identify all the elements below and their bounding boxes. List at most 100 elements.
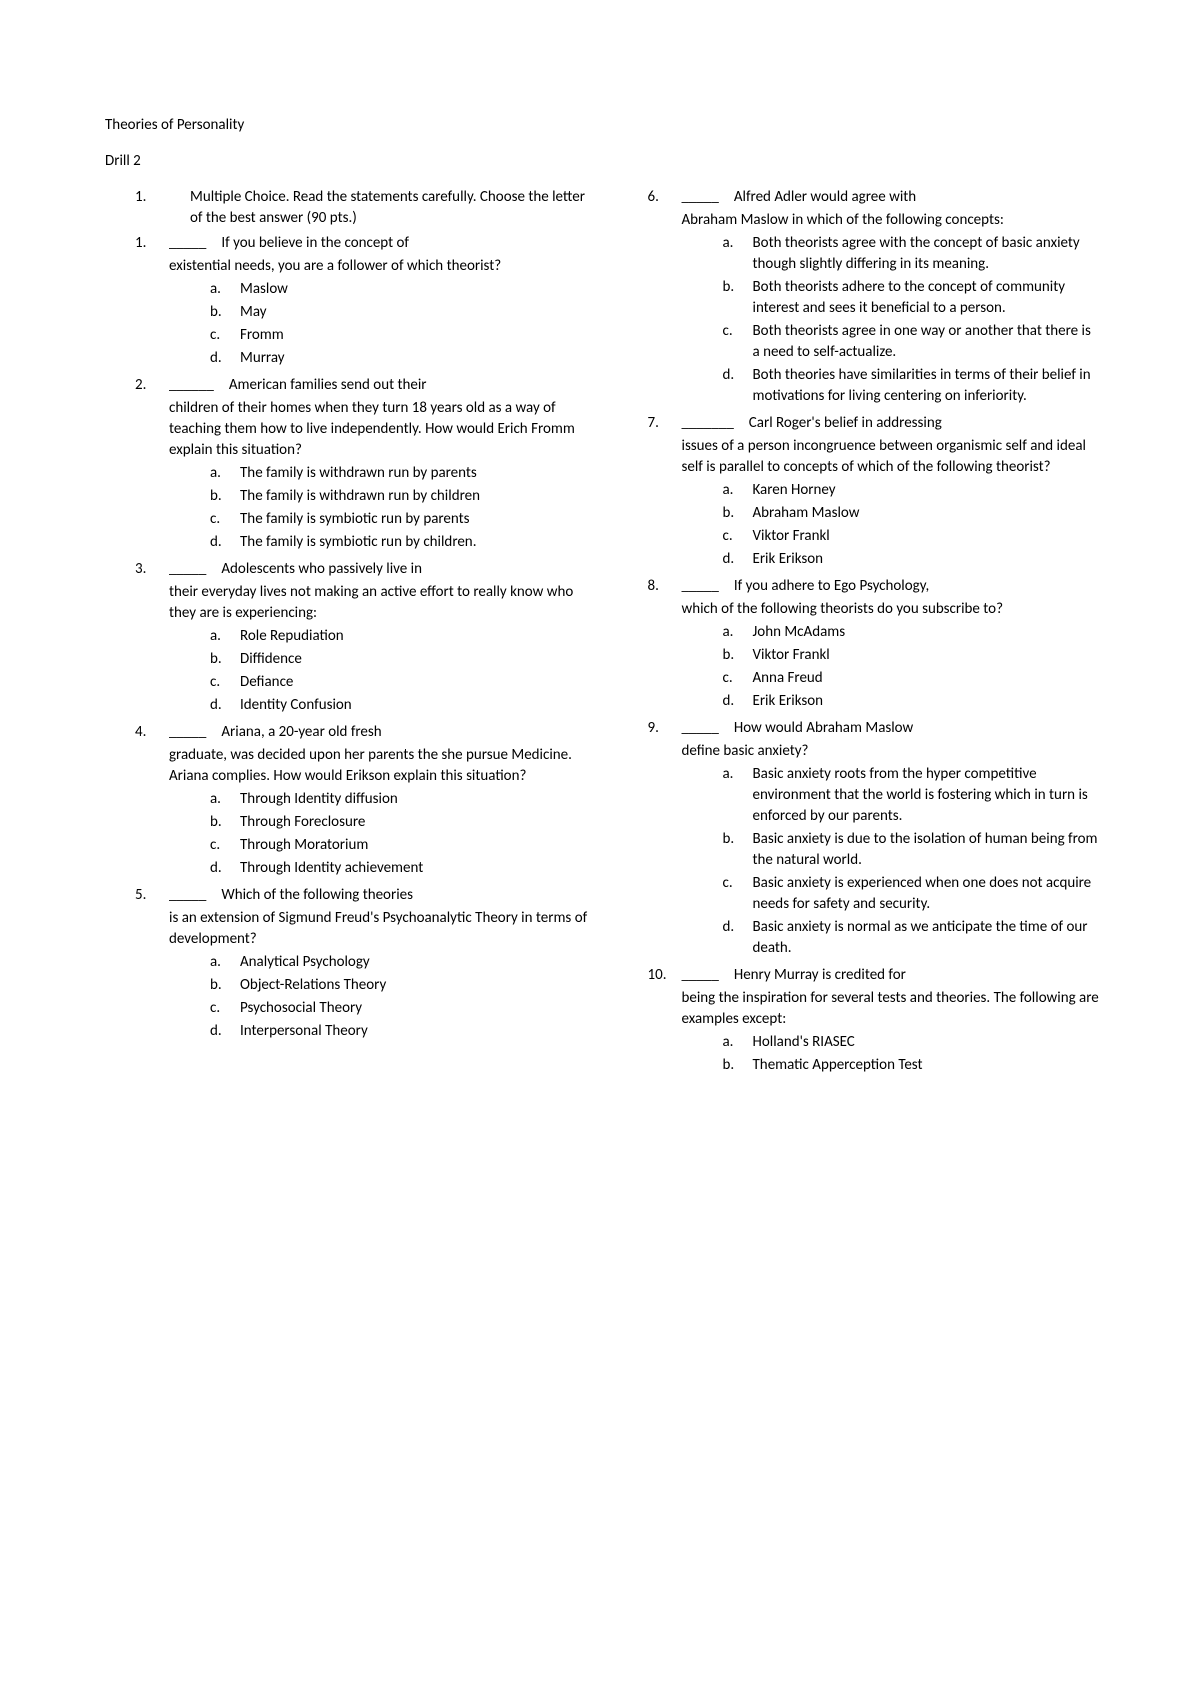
right-questions: 6._____Alfred Adler would agree withAbra…	[618, 187, 1101, 1076]
question-continuation: is an extension of Sigmund Freud's Psych…	[105, 908, 588, 950]
option-letter: b.	[210, 302, 240, 323]
option-text: Both theorists adhere to the concept of …	[753, 277, 1101, 319]
option-text: Holland's RIASEC	[753, 1032, 1101, 1053]
option-row: b.May	[210, 302, 588, 323]
question-number: 6.	[648, 187, 682, 208]
option-row: a.The family is withdrawn run by parents	[210, 463, 588, 484]
option-text: The family is symbiotic run by children.	[240, 532, 588, 553]
question-row: 2.______American families send out their	[105, 375, 588, 396]
option-letter: a.	[210, 279, 240, 300]
option-row: c.Psychosocial Theory	[210, 998, 588, 1019]
option-text: Maslow	[240, 279, 588, 300]
option-row: a.Holland's RIASEC	[723, 1032, 1101, 1053]
option-letter: b.	[723, 503, 753, 524]
question-stem: American families send out their	[229, 375, 588, 396]
option-letter: a.	[210, 463, 240, 484]
options-list: a.Both theorists agree with the concept …	[618, 233, 1101, 407]
answer-blank: _____	[682, 576, 719, 597]
options-list: a.Through Identity diffusionb.Through Fo…	[105, 789, 588, 879]
option-text: Basic anxiety is due to the isolation of…	[753, 829, 1101, 871]
option-letter: a.	[210, 626, 240, 647]
option-text: Interpersonal Theory	[240, 1021, 588, 1042]
option-letter: a.	[723, 764, 753, 827]
question-stem: Which of the following theories	[221, 885, 587, 906]
question-row: 9._____How would Abraham Maslow	[618, 718, 1101, 739]
option-letter: b.	[210, 486, 240, 507]
option-letter: b.	[723, 829, 753, 871]
answer-blank: _____	[169, 885, 206, 906]
option-letter: c.	[210, 835, 240, 856]
option-row: c.The family is symbiotic run by parents	[210, 509, 588, 530]
options-list: a.John McAdamsb.Viktor Franklc.Anna Freu…	[618, 622, 1101, 712]
option-letter: b.	[723, 277, 753, 319]
instruction-row: 1. Multiple Choice. Read the statements …	[105, 187, 588, 229]
option-letter: a.	[210, 789, 240, 810]
option-letter: c.	[210, 998, 240, 1019]
question-row: 1._____If you believe in the concept of	[105, 233, 588, 254]
option-row: d.Identity Confusion	[210, 695, 588, 716]
option-letter: c.	[723, 873, 753, 915]
question-continuation: being the inspiration for several tests …	[618, 988, 1101, 1030]
question-continuation: existential needs, you are a follower of…	[105, 256, 588, 277]
option-text: Through Identity achievement	[240, 858, 588, 879]
option-text: Murray	[240, 348, 588, 369]
question-row: 6._____Alfred Adler would agree with	[618, 187, 1101, 208]
option-text: Both theorists agree in one way or anoth…	[753, 321, 1101, 363]
question-row: 4._____Ariana, a 20-year old fresh	[105, 722, 588, 743]
option-letter: b.	[210, 812, 240, 833]
option-letter: a.	[723, 1032, 753, 1053]
question-row: 8._____ If you adhere to Ego Psychology,	[618, 576, 1101, 597]
option-letter: a.	[723, 480, 753, 501]
question-continuation: children of their homes when they turn 1…	[105, 398, 588, 461]
answer-blank: _____	[682, 965, 719, 986]
option-text: Fromm	[240, 325, 588, 346]
question-stem: Ariana, a 20-year old fresh	[221, 722, 587, 743]
option-letter: b.	[210, 975, 240, 996]
option-text: Basic anxiety roots from the hyper compe…	[753, 764, 1101, 827]
instruction-text: Multiple Choice. Read the statements car…	[190, 187, 588, 229]
question-row: 10._____Henry Murray is credited for	[618, 965, 1101, 986]
option-text: Viktor Frankl	[753, 526, 1101, 547]
question-stem: Adolescents who passively live in	[221, 559, 587, 580]
option-text: The family is symbiotic run by parents	[240, 509, 588, 530]
answer-blank: ______	[169, 375, 214, 396]
question-number: 8.	[648, 576, 682, 597]
option-text: Erik Erikson	[753, 691, 1101, 712]
option-text: Basic anxiety is normal as we anticipate…	[753, 917, 1101, 959]
option-row: d.Through Identity achievement	[210, 858, 588, 879]
question-continuation: Abraham Maslow in which of the following…	[618, 210, 1101, 231]
options-list: a.Karen Horneyb.Abraham Maslowc.Viktor F…	[618, 480, 1101, 570]
question-stem: If you believe in the concept of	[221, 233, 587, 254]
left-questions: 1._____If you believe in the concept ofe…	[105, 233, 588, 1042]
option-letter: a.	[723, 233, 753, 275]
question-row: 3._____ Adolescents who passively live in	[105, 559, 588, 580]
option-letter: c.	[210, 672, 240, 693]
option-letter: d.	[210, 532, 240, 553]
question-number: 1.	[135, 233, 169, 254]
option-row: a.Maslow	[210, 279, 588, 300]
option-row: b.Abraham Maslow	[723, 503, 1101, 524]
option-row: a.Role Repudiation	[210, 626, 588, 647]
option-letter: c.	[723, 526, 753, 547]
options-list: a.Maslowb.Mayc.Frommd.Murray	[105, 279, 588, 369]
option-letter: a.	[723, 622, 753, 643]
option-row: d.Erik Erikson	[723, 549, 1101, 570]
option-row: b.Object-Relations Theory	[210, 975, 588, 996]
answer-blank: _____	[169, 559, 206, 580]
document-title: Theories of Personality	[105, 115, 1100, 136]
option-letter: b.	[723, 1055, 753, 1076]
question-stem: Carl Roger's belief in addressing	[749, 413, 1100, 434]
answer-blank: _______	[682, 413, 734, 434]
question-stem: If you adhere to Ego Psychology,	[734, 576, 1100, 597]
option-row: c.Anna Freud	[723, 668, 1101, 689]
answer-blank: _____	[169, 722, 206, 743]
option-text: May	[240, 302, 588, 323]
option-row: d.Interpersonal Theory	[210, 1021, 588, 1042]
option-text: Through Moratorium	[240, 835, 588, 856]
left-column: 1. Multiple Choice. Read the statements …	[105, 187, 588, 1082]
option-text: Identity Confusion	[240, 695, 588, 716]
option-letter: d.	[723, 365, 753, 407]
question-number: 3.	[135, 559, 169, 580]
question-stem: Alfred Adler would agree with	[734, 187, 1100, 208]
option-row: a.Analytical Psychology	[210, 952, 588, 973]
